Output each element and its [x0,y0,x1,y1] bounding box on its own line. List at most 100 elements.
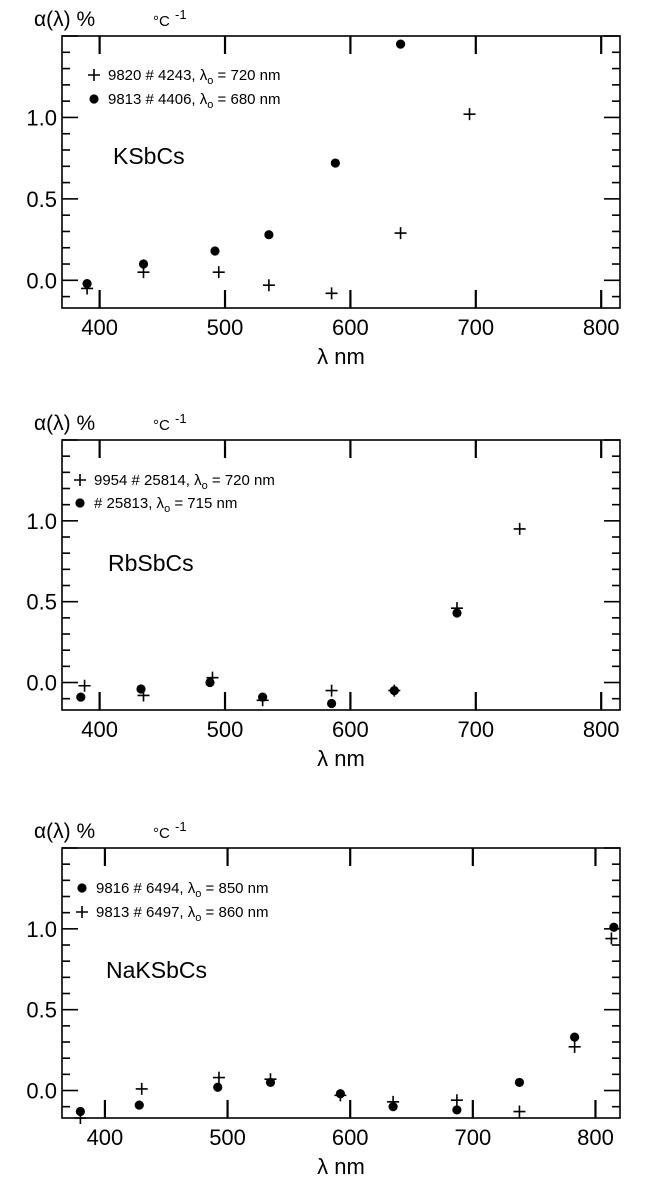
y-tick-label: 0.5 [26,998,57,1023]
x-tick-label: 400 [81,315,118,340]
data-point-dot [389,685,399,696]
data-point-dot [330,158,340,168]
data-point-plus [605,932,618,945]
y-axis-label: α(λ) % [34,412,95,435]
data-point-dot [264,230,274,240]
series-dot [82,39,406,289]
x-tick-label: 600 [332,315,369,340]
y-axis-unit: °C [153,13,170,30]
data-point-plus [212,1071,225,1084]
data-point-dot [210,246,220,256]
legend-entry: 9954 # 25814, λo = 720 nm [94,472,275,492]
panel-2: 0.0 0.5 1.0 400 500 600 700 800 λ nm α(λ) % °C -1 99… [26,411,621,771]
y-tick-label: 0.5 [26,590,57,615]
data-point-plus [262,279,275,292]
y-tick-label: 0.0 [26,671,57,696]
y-axis-unit: °C [153,825,170,842]
y-tick-label: 0.5 [26,187,57,212]
data-point-dot [570,1032,580,1042]
series-plus [81,108,476,300]
y-tick-label: 1.0 [26,105,57,130]
x-tick-label: 600 [332,717,369,742]
data-point-plus [463,108,476,121]
y-axis-label: α(λ) % [34,8,95,31]
data-point-dot [213,1082,223,1092]
legend-marker-dot [75,498,85,508]
data-point-dot [205,677,215,688]
data-point-dot [136,684,146,694]
x-tick-label: 500 [207,717,244,742]
data-point-plus [568,1040,581,1053]
data-point-plus [513,1105,526,1118]
data-point-dot [452,1105,462,1115]
legend-entry: # 25813, λo = 715 nm [94,495,237,515]
data-point-plus [78,679,91,692]
data-point-dot [75,1106,85,1117]
x-tick-label: 800 [577,1125,614,1150]
data-point-dot [452,608,462,618]
x-tick-label: 800 [583,717,620,742]
data-point-dot [326,698,337,709]
legend-marker-plus [76,906,88,918]
x-axis-label: λ nm [317,344,365,369]
x-tick-label: 600 [332,1125,369,1150]
legend-entry: 9813 # 4406, λo = 680 nm [108,91,281,111]
data-point-dot [395,39,406,49]
x-tick-label: 700 [457,717,494,742]
x-axis-label: λ nm [317,1154,365,1178]
legend-entry: 9820 # 4243, λo = 720 nm [108,67,281,87]
data-point-dot [138,259,149,269]
data-point-plus [394,227,407,240]
material-label: NaKSbCs [106,957,207,983]
series-plus [74,932,618,1124]
legend-entry: 9813 # 6497, λo = 860 nm [96,904,269,924]
legend-marker-plus [88,69,100,81]
x-tick-label: 700 [454,1125,491,1150]
plot-frame [61,847,621,1119]
legend-marker-plus [74,474,86,486]
x-tick-label: 800 [583,315,620,340]
y-axis-label: α(λ) % [34,820,95,843]
plot-frame [61,35,621,309]
panel-3: 0.0 0.5 1.0 400 500 600 700 800 λ nm α(λ) % °C -1 98… [26,819,621,1179]
x-tick-label: 500 [209,1125,246,1150]
y-tick-label: 0.0 [26,1079,57,1104]
material-label: RbSbCs [108,550,194,576]
data-point-plus [135,1082,148,1095]
data-point-plus [74,1112,87,1124]
x-tick-label: 500 [207,315,244,340]
data-point-plus [450,1094,463,1107]
x-tick-label: 400 [87,1125,124,1150]
data-point-dot [134,1100,144,1110]
data-point-plus [513,522,526,535]
data-point-dot [258,692,268,702]
x-axis-label: λ nm [317,746,365,771]
data-point-plus [387,1095,400,1108]
y-axis-unit-exponent: -1 [175,7,187,22]
x-tick-label: 700 [457,315,494,340]
data-point-dot [609,922,619,932]
y-axis-unit-exponent: -1 [175,819,187,834]
data-point-plus [334,1089,347,1102]
data-point-plus [325,287,338,300]
y-axis-unit-exponent: -1 [175,411,187,426]
data-point-plus [325,684,338,697]
panel-1: 0.0 0.5 1.0 400 500 600 700 800 λ nm α(λ) % °C -1 98… [26,7,621,369]
y-axis-unit: °C [153,417,170,434]
legend-entry: 9816 # 6494, λo = 850 nm [96,880,269,900]
legend-marker-dot [89,94,99,104]
data-point-dot [82,278,92,289]
series-dot [76,608,462,709]
y-tick-label: 1.0 [26,509,57,534]
x-tick-label: 400 [81,717,118,742]
series-dot [75,922,619,1117]
legend-marker-dot [77,883,87,893]
data-point-dot [514,1077,525,1088]
plot-frame [61,439,621,711]
data-point-plus [264,1073,277,1086]
y-tick-label: 1.0 [26,917,57,942]
y-tick-label: 0.0 [26,268,57,293]
data-point-plus [212,266,225,279]
material-label: KSbCs [113,143,185,169]
